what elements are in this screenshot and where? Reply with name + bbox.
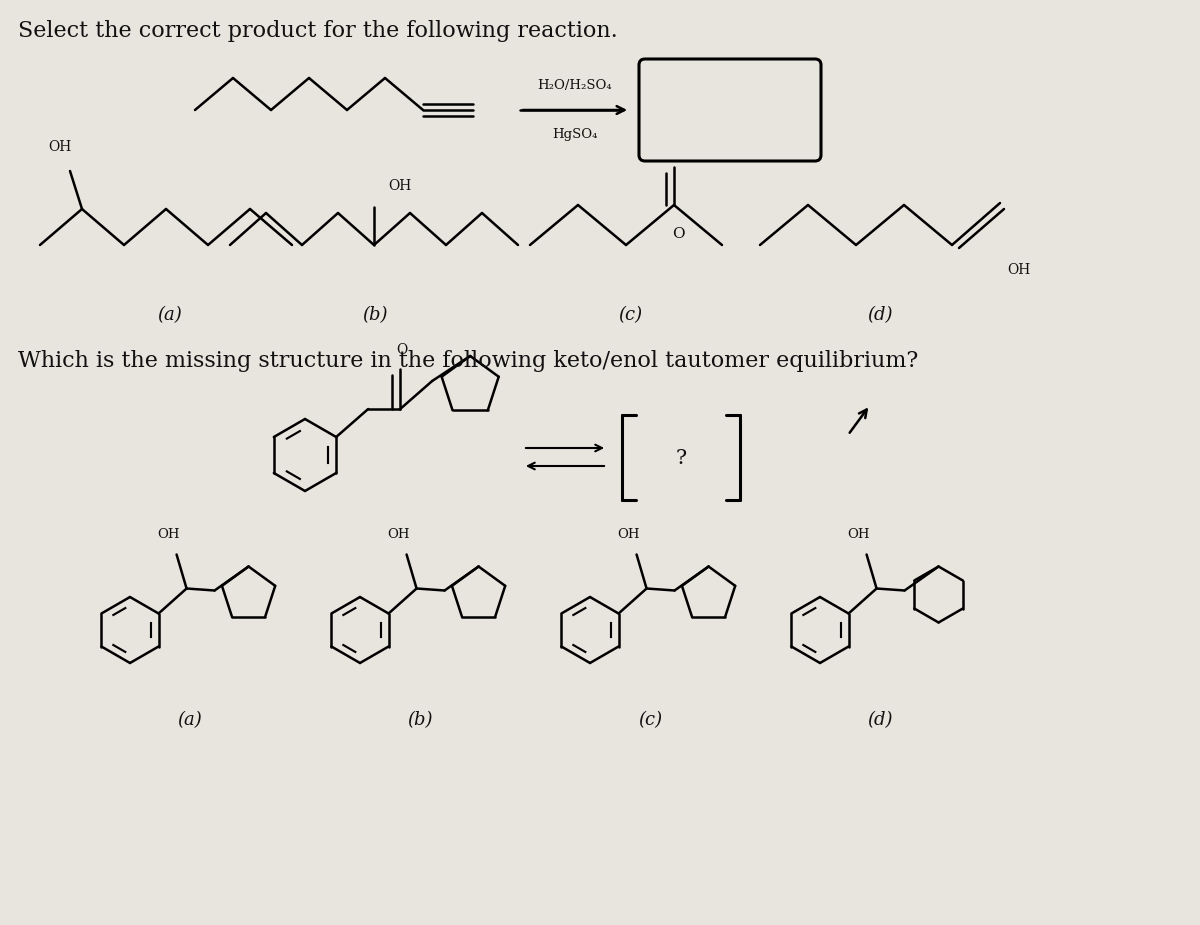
Text: HgSO₄: HgSO₄ — [552, 128, 598, 141]
Text: (c): (c) — [638, 711, 662, 729]
Text: (d): (d) — [868, 711, 893, 729]
Text: Select the correct product for the following reaction.: Select the correct product for the follo… — [18, 20, 618, 42]
Text: (a): (a) — [178, 711, 203, 729]
Text: (c): (c) — [618, 306, 642, 324]
Text: (b): (b) — [407, 711, 433, 729]
Text: OH: OH — [48, 140, 72, 154]
Text: H₂O/H₂SO₄: H₂O/H₂SO₄ — [538, 79, 612, 92]
Text: (a): (a) — [157, 306, 182, 324]
Text: OH: OH — [847, 527, 870, 540]
Text: OH: OH — [1007, 263, 1031, 277]
Text: OH: OH — [388, 527, 410, 540]
Text: OH: OH — [157, 527, 180, 540]
Text: ?: ? — [676, 449, 686, 467]
Text: OH: OH — [388, 179, 412, 193]
Text: (b): (b) — [362, 306, 388, 324]
Text: OH: OH — [617, 527, 640, 540]
Text: O: O — [396, 343, 408, 357]
Text: O: O — [672, 227, 684, 241]
Text: Which is the missing structure in the following keto/enol tautomer equilibrium?: Which is the missing structure in the fo… — [18, 350, 918, 372]
Text: (d): (d) — [868, 306, 893, 324]
FancyBboxPatch shape — [640, 59, 821, 161]
